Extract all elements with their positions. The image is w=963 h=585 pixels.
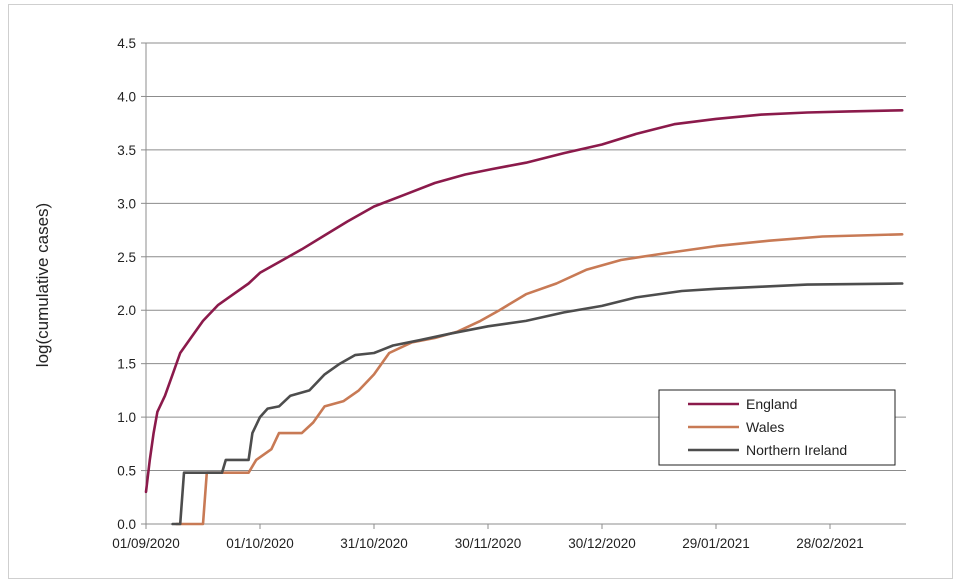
legend: England Wales Northern Ireland (658, 389, 896, 466)
x-tick-label: 28/02/2021 (796, 536, 864, 551)
y-axis-label: log(cumulative cases) (33, 203, 52, 367)
x-tick-label: 01/10/2020 (226, 536, 294, 551)
y-tick-label: 2.5 (117, 250, 136, 265)
axes (145, 43, 906, 525)
series-lines (144, 109, 904, 526)
y-tick-label: 1.5 (117, 357, 136, 372)
gridlines (146, 42, 906, 525)
y-tick-label: 3.0 (117, 196, 136, 211)
series-line-england (144, 109, 904, 494)
chart-frame: 0.0 0.5 1.0 1.5 2.0 2.5 3.0 3.5 4.0 4.5 01/09/202… (8, 4, 953, 579)
legend-label: Wales (746, 419, 784, 435)
series-line-northern-ireland (171, 282, 904, 526)
x-tick-label: 29/01/2021 (682, 536, 750, 551)
y-tick-label: 4.0 (117, 89, 136, 104)
y-tick-label: 4.5 (117, 36, 136, 51)
x-axis-ticks: 01/09/2020 01/10/2020 31/10/2020 30/11/2020… (112, 524, 864, 551)
y-tick-label: 0.5 (117, 464, 136, 479)
y-tick-label: 3.5 (117, 143, 136, 158)
legend-label: England (746, 396, 797, 412)
legend-label: Northern Ireland (746, 442, 847, 458)
x-tick-label: 30/12/2020 (568, 536, 636, 551)
y-tick-label: 0.0 (117, 517, 136, 532)
y-tick-label: 2.0 (117, 303, 136, 318)
y-axis-ticks: 0.0 0.5 1.0 1.5 2.0 2.5 3.0 3.5 4.0 4.5 (117, 36, 146, 532)
x-tick-label: 31/10/2020 (340, 536, 408, 551)
line-chart: 0.0 0.5 1.0 1.5 2.0 2.5 3.0 3.5 4.0 4.5 01/09/202… (33, 36, 906, 551)
series-line-wales (175, 233, 904, 526)
x-tick-label: 30/11/2020 (455, 536, 522, 551)
x-tick-label: 01/09/2020 (112, 536, 180, 551)
y-tick-label: 1.0 (117, 410, 136, 425)
